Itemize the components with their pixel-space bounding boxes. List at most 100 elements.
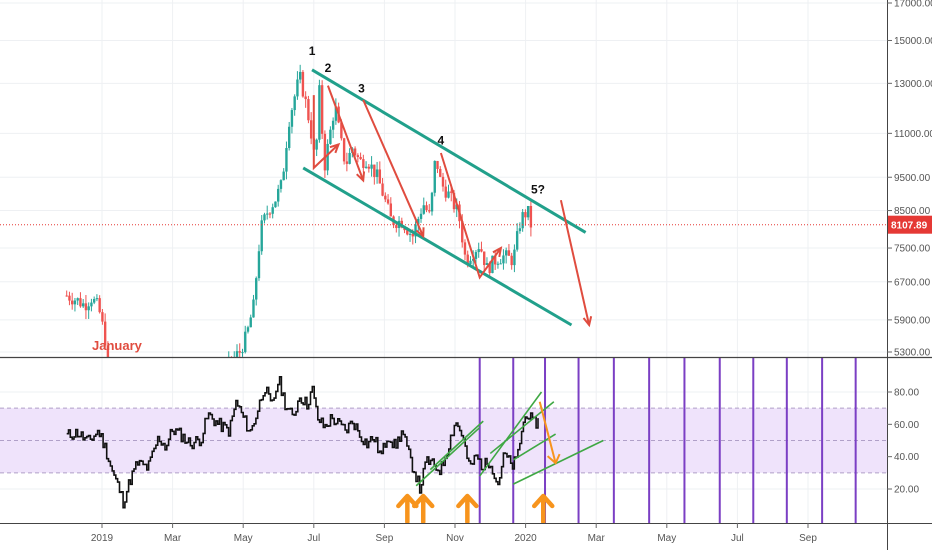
candle-body-152 [483, 251, 486, 266]
price-tick-label-0: 5300.00 [894, 348, 931, 359]
red-arrow-3 [439, 152, 502, 280]
channel-upper-line [311, 68, 587, 234]
wave-label-1: 1 [309, 44, 316, 58]
candle-body-169 [529, 205, 533, 228]
candle-body-124 [406, 230, 409, 235]
osc-channel-line-3 [489, 401, 555, 455]
red-arrow-1 [326, 85, 365, 181]
candle-body-131 [425, 205, 428, 211]
x-tick-label-8: May [657, 533, 676, 544]
candle-body-74 [268, 213, 272, 215]
candle-body-55 [217, 388, 219, 400]
candle-body-13 [101, 312, 104, 322]
x-tick-label-5: Nov [446, 533, 464, 544]
candle-body-68 [252, 299, 255, 318]
candle-body-158 [499, 263, 502, 265]
orange-down-arrow-shaft [538, 401, 557, 464]
candle-body-113 [375, 169, 379, 177]
candle-body-80 [285, 148, 288, 172]
candle-body-165 [518, 228, 522, 232]
candle-body-96 [329, 129, 332, 144]
candle-body-5 [79, 298, 82, 307]
x-tick-label-6: 2020 [514, 533, 537, 544]
candle-body-137 [441, 176, 445, 187]
candle-body-63 [238, 351, 241, 353]
x-tick-label-0: 2019 [91, 533, 114, 544]
candle-body-128 [417, 218, 420, 225]
candle-body-116 [384, 195, 387, 200]
candle-body-151 [480, 249, 483, 252]
candle-body-87 [304, 96, 307, 100]
oscillator-line [66, 376, 539, 509]
candle-body-77 [276, 188, 280, 202]
candle-body-56 [219, 382, 221, 388]
price-tick-label-5: 9500.00 [894, 173, 931, 184]
candle-body-129 [419, 213, 423, 219]
candle-body-147 [469, 260, 472, 264]
candle-body-110 [367, 166, 371, 169]
candle-body-84 [296, 79, 299, 97]
wave-label-4: 4 [438, 133, 445, 147]
candle-body-160 [504, 250, 508, 256]
candle-body-159 [502, 255, 505, 264]
candle-body-149 [474, 252, 478, 259]
candle-body-72 [263, 214, 266, 221]
candle-body-134 [433, 160, 436, 193]
x-tick-label-9: Jul [731, 533, 744, 544]
candle-body-31 [151, 476, 153, 482]
candle-body-93 [320, 85, 324, 134]
candle-body-130 [422, 205, 425, 214]
candle-body-3 [73, 300, 77, 305]
price-tick-label-1: 5900.00 [894, 315, 931, 326]
osc-tick-label-0: 20.00 [894, 485, 919, 496]
candle-body-91 [315, 139, 318, 150]
candle-body-9 [90, 302, 93, 307]
red-arrowhead-4 [582, 316, 593, 328]
candle-body-164 [515, 231, 519, 250]
candle-body-54 [214, 396, 216, 400]
candle-body-106 [356, 155, 360, 157]
candle-body-92 [318, 85, 321, 140]
x-tick-label-4: Sep [376, 533, 394, 544]
candle-body-16 [109, 364, 111, 405]
candle-body-118 [389, 203, 393, 217]
candle-body-133 [430, 192, 434, 212]
candle-body-10 [92, 299, 96, 303]
candle-body-141 [452, 192, 456, 210]
candle-body-79 [282, 171, 285, 181]
candle-body-78 [279, 180, 283, 189]
price-tick-label-2: 6700.00 [894, 277, 931, 288]
candle-body-66 [246, 327, 250, 332]
candle-body-145 [463, 242, 467, 255]
red-arrowhead-3 [492, 246, 503, 258]
candle-body-103 [348, 152, 351, 164]
candle-body-64 [241, 352, 244, 354]
osc-tick-label-2: 60.00 [894, 420, 919, 431]
osc-tick-label-3: 80.00 [894, 388, 919, 399]
candle-body-115 [381, 183, 384, 196]
candle-body-71 [260, 220, 263, 252]
osc-channel-line-5 [512, 439, 604, 485]
x-tick-label-7: Mar [588, 533, 606, 544]
candle-body-12 [98, 298, 101, 313]
osc-tick-label-1: 40.00 [894, 452, 919, 463]
candle-body-58 [225, 366, 227, 377]
candle-body-73 [266, 213, 269, 215]
wave-label-3: 3 [358, 82, 365, 96]
candle-body-162 [510, 255, 513, 266]
candle-body-105 [353, 148, 357, 156]
candle-body-33 [156, 474, 158, 477]
candle-body-161 [507, 250, 511, 256]
candle-body-163 [513, 249, 516, 266]
candle-body-98 [334, 106, 338, 121]
candle-body-136 [439, 168, 442, 177]
candle-body-83 [293, 96, 296, 111]
candle-body-85 [298, 71, 302, 80]
current-price-label: 8107.89 [891, 221, 928, 232]
candle-body-120 [395, 225, 398, 229]
candle-body-168 [526, 205, 530, 218]
osc-channel-line-1 [429, 420, 484, 471]
candle-body-135 [436, 160, 439, 169]
